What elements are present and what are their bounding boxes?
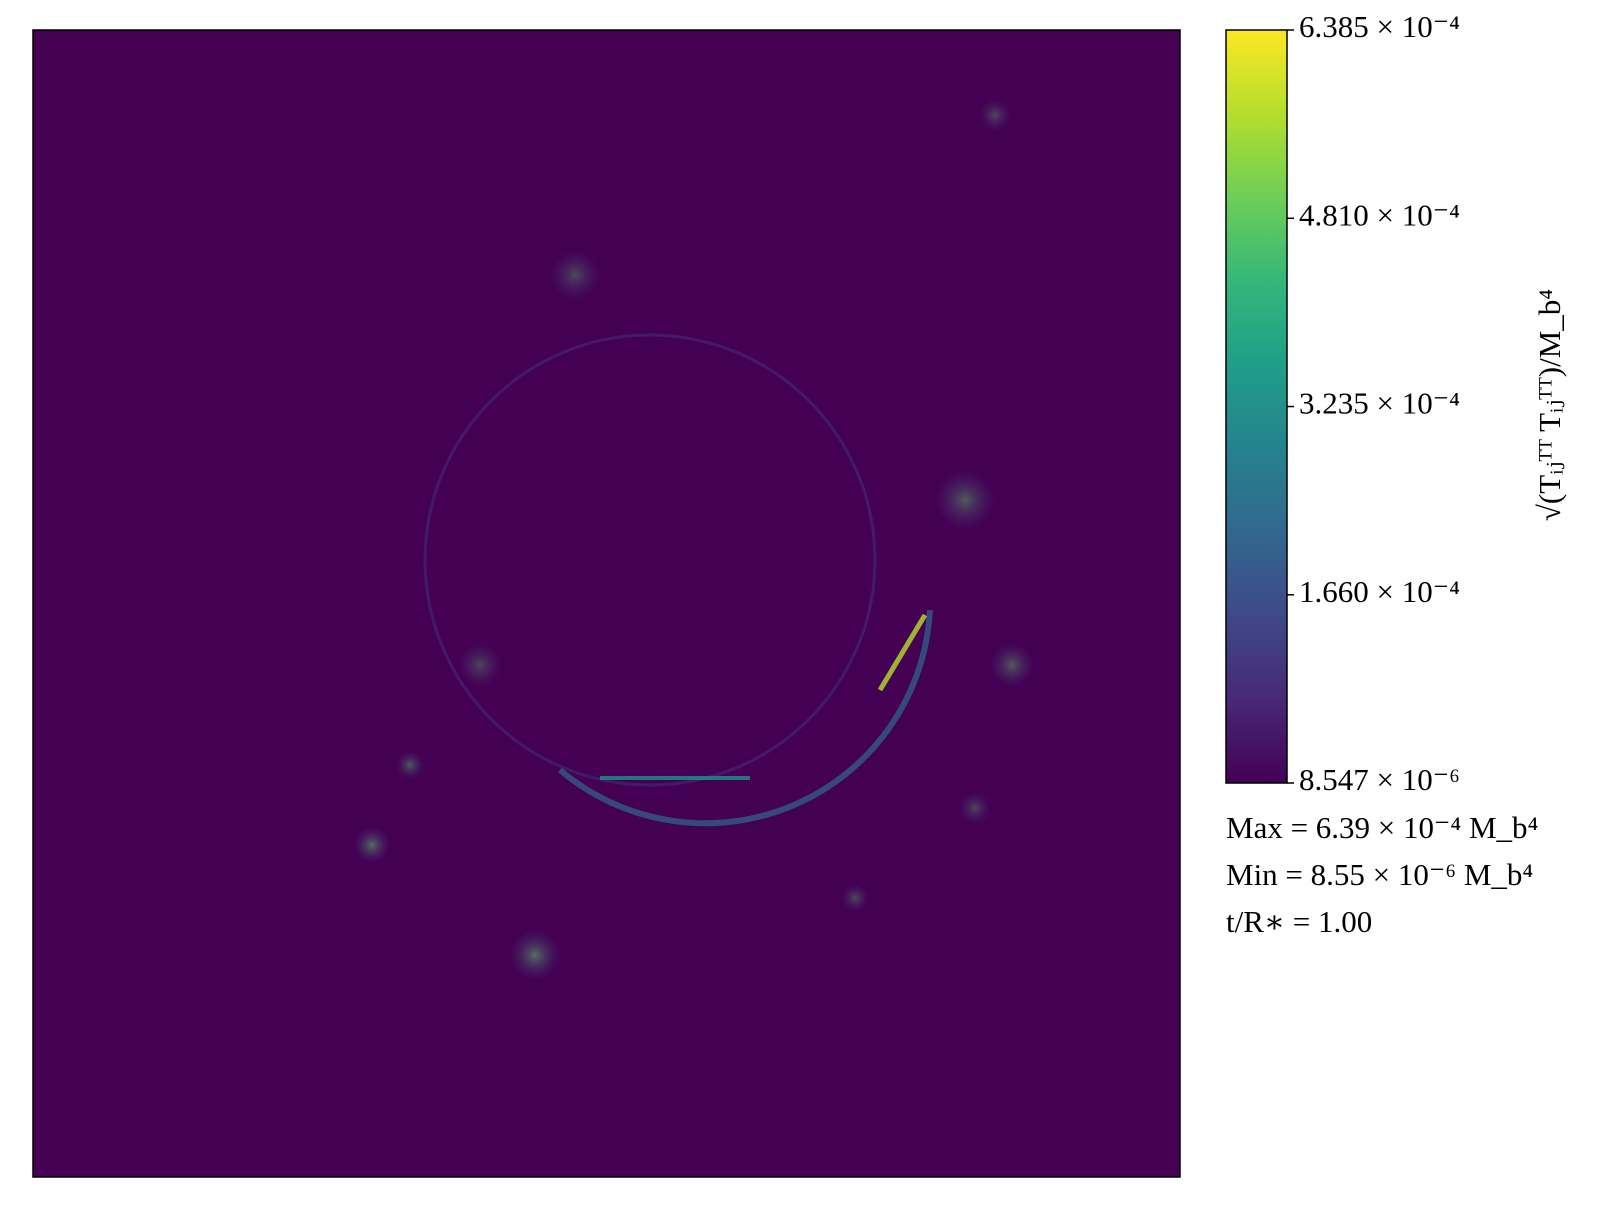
glow [458,643,502,687]
field-texture [354,99,1034,980]
glow [550,250,600,300]
field-image [33,30,1180,1177]
colorbar [1225,29,1288,784]
annotation: t/R∗ = 1.00 [1226,904,1372,939]
ring [423,333,877,787]
hotspot-streak [877,613,928,692]
colorbar-tick-label: 1.660 × 10⁻⁴ [1299,574,1460,609]
glow [935,470,995,530]
colorbar-label: √(Tᵢⱼᵀᵀ Tᵢⱼᵀᵀ)/M_b⁴ [1532,289,1567,521]
colorbar-tick-label: 4.810 × 10⁻⁴ [1299,197,1460,232]
annotation: Max = 6.39 × 10⁻⁴ M_b⁴ [1226,810,1538,845]
glow [396,751,424,779]
colorbar-tick-label: 3.235 × 10⁻⁴ [1299,386,1460,421]
glow [354,827,390,863]
colorbar-tick-label: 6.385 × 10⁻⁴ [1299,9,1460,44]
glow [979,99,1011,131]
glow [841,884,869,912]
glow [959,792,991,824]
glow [990,643,1034,687]
plot-frame [32,29,1181,1178]
ring-bright [558,609,933,827]
glow [510,930,560,980]
annotation: Min = 8.55 × 10⁻⁶ M_b⁴ [1226,857,1533,892]
colorbar-tick-label: 8.547 × 10⁻⁶ [1299,762,1460,797]
